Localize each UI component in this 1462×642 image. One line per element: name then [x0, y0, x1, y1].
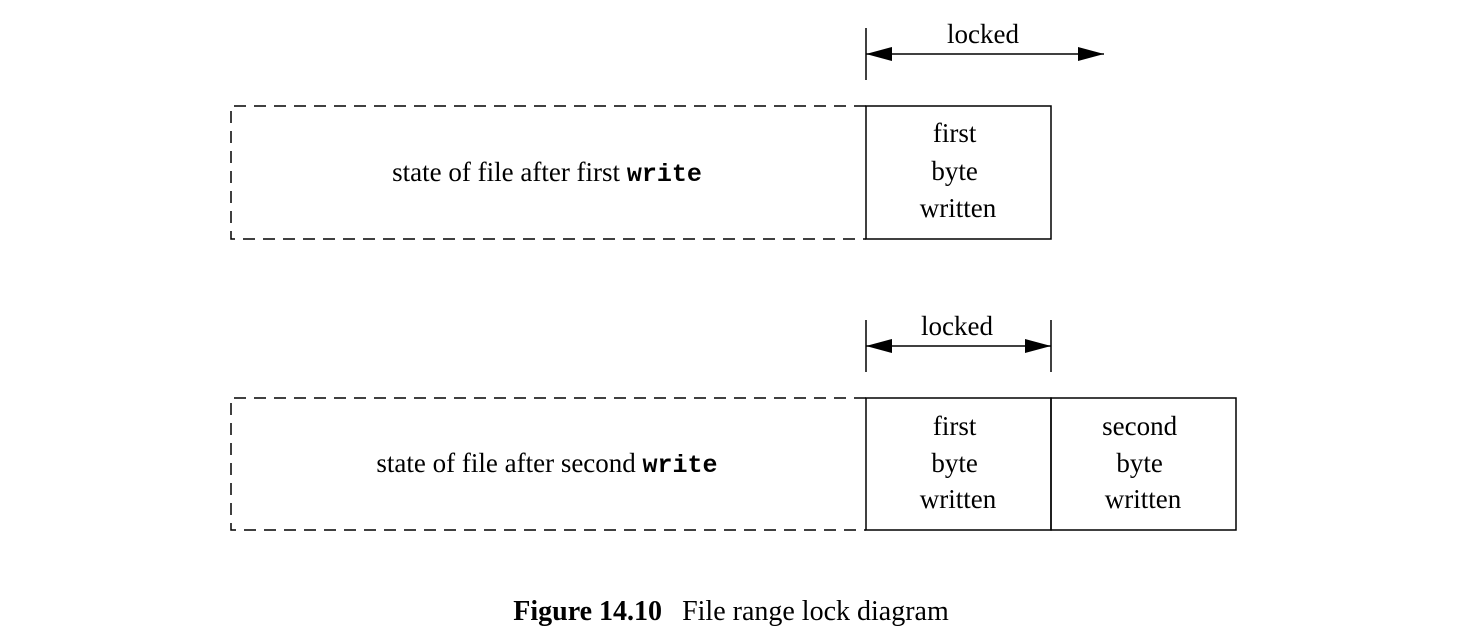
top-first-byte-box [865, 105, 1052, 240]
bottom-diagram: locked state of file after second write … [230, 311, 1237, 531]
top-lock-label: locked [947, 19, 1019, 49]
bottom-second-byte-label: second byte written [1102, 411, 1184, 514]
top-file-state-region [230, 105, 866, 240]
bottom-first-byte-label: first byte written [920, 411, 997, 514]
figure-title: File range lock diagram [682, 596, 949, 627]
bottom-file-state-label: state of file after second write [376, 448, 717, 480]
bottom-file-state-region [230, 397, 866, 531]
bottom-second-byte-box [1050, 397, 1237, 531]
write-code: write [627, 160, 702, 189]
bottom-lock-label: locked [921, 311, 993, 341]
write-code: write [643, 451, 718, 480]
top-diagram: locked state of file after first write f… [230, 19, 1104, 240]
top-first-byte-label: first byte written [920, 118, 997, 223]
figure-number: Figure 14.10 [513, 596, 663, 627]
top-file-state-label: state of file after first write [392, 157, 702, 189]
figure-caption: Figure 14.10 File range lock diagram [0, 596, 1462, 628]
